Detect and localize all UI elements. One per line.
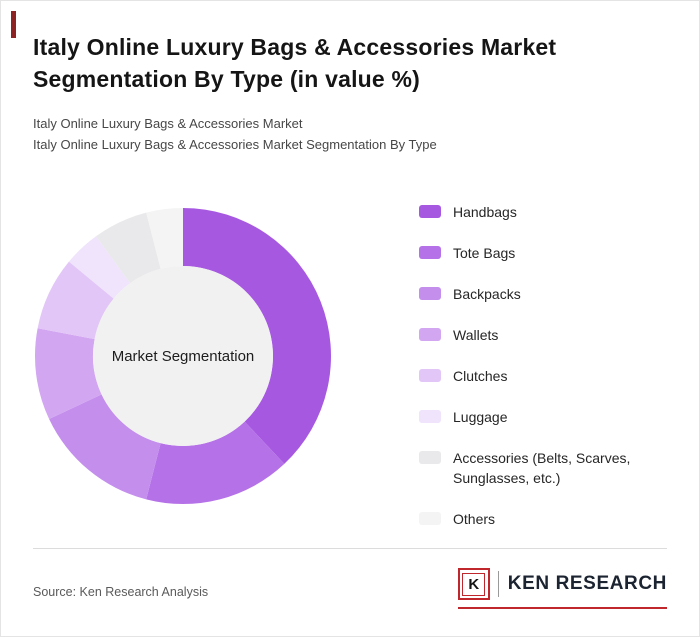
- legend-label: Wallets: [453, 327, 499, 343]
- legend-swatch: [419, 410, 441, 423]
- logo-separator: [497, 571, 499, 597]
- legend-label: Luggage: [453, 409, 508, 425]
- source-note: Source: Ken Research Analysis: [33, 585, 209, 599]
- donut-segment: [68, 236, 131, 299]
- donut-segment: [35, 328, 102, 420]
- legend-swatch: [419, 512, 441, 525]
- donut-segment: [146, 421, 285, 504]
- ken-research-k-icon: K: [457, 568, 490, 600]
- legend-label: Backpacks: [453, 286, 521, 302]
- donut-segment: [37, 261, 114, 340]
- legend-label: Others: [453, 511, 496, 527]
- subtitle-block: Italy Online Luxury Bags & Accessories M…: [33, 113, 437, 155]
- legend-swatch: [419, 246, 441, 259]
- donut-center-circle: [93, 266, 273, 446]
- donut-chart-svg: [35, 208, 332, 504]
- legend-item: Others: [419, 509, 671, 529]
- legend-swatch: [419, 369, 441, 382]
- logo-text: KEN RESEARCH: [507, 573, 667, 594]
- donut-segment: [183, 208, 332, 464]
- legend-item: Luggage: [419, 407, 671, 427]
- donut-segment: [146, 208, 183, 269]
- legend-item: Clutches: [419, 366, 671, 386]
- legend-item: Accessories (Belts, Scarves, Sunglasses,…: [419, 448, 671, 488]
- page-title: Italy Online Luxury Bags & Accessories M…: [33, 34, 557, 92]
- footer-divider: [33, 548, 667, 549]
- legend-item: Wallets: [419, 325, 671, 345]
- donut-chart: Market Segmentation: [33, 206, 333, 506]
- logo-k-letter: K: [462, 572, 486, 596]
- subtitle-line-1: Italy Online Luxury Bags & Accessories M…: [33, 116, 303, 131]
- legend-swatch: [419, 451, 441, 464]
- legend-label: Tote Bags: [453, 245, 516, 261]
- legend-label: Accessories (Belts, Scarves, Sunglasses,…: [453, 450, 631, 486]
- accent-bar: [11, 11, 16, 38]
- subtitle-line-2: Italy Online Luxury Bags & Accessories M…: [33, 137, 437, 152]
- legend-label: Handbags: [453, 204, 517, 220]
- legend-swatch: [419, 205, 441, 218]
- donut-segment: [49, 394, 161, 500]
- chart-legend: Handbags Tote Bags Backpacks Wallets Clutche…: [419, 202, 671, 529]
- legend-item: Handbags: [419, 202, 671, 222]
- legend-swatch: [419, 328, 441, 341]
- legend-item: Backpacks: [419, 284, 671, 304]
- legend-label: Clutches: [453, 368, 508, 384]
- legend-swatch: [419, 287, 441, 300]
- ken-research-logo: K KEN RESEARCH: [457, 568, 667, 609]
- donut-segment: [96, 212, 161, 284]
- legend-item: Tote Bags: [419, 243, 671, 263]
